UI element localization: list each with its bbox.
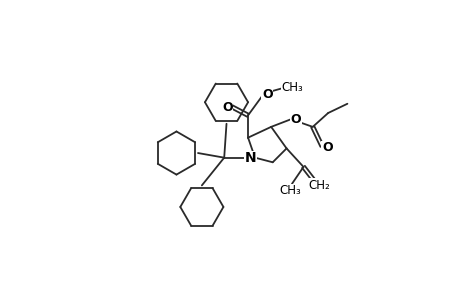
Text: O: O xyxy=(222,101,232,114)
Text: CH₃: CH₃ xyxy=(279,184,301,197)
Text: O: O xyxy=(262,88,272,101)
Text: N: N xyxy=(244,152,256,165)
Text: CH₂: CH₂ xyxy=(308,179,330,192)
Text: =: = xyxy=(319,180,328,190)
Text: O: O xyxy=(290,113,301,126)
Text: CH₃: CH₃ xyxy=(281,81,303,94)
Text: O: O xyxy=(321,141,332,154)
